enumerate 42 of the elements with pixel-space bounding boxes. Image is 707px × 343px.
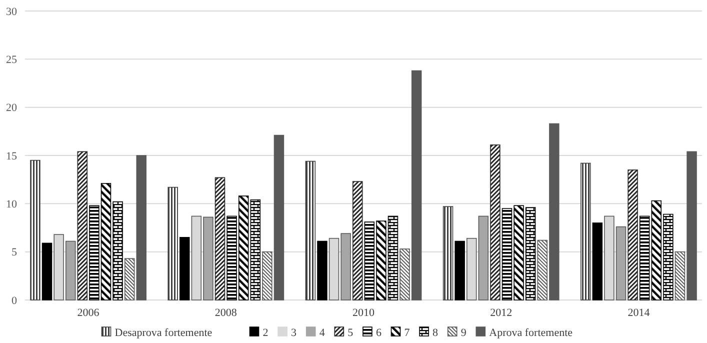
bar — [454, 240, 465, 300]
bar — [639, 216, 650, 300]
bar — [592, 222, 603, 300]
y-tick-label: 20 — [6, 102, 18, 114]
legend-label: 8 — [432, 326, 439, 339]
bar — [168, 186, 178, 300]
x-tick-label: 2012 — [490, 307, 512, 319]
bar — [442, 206, 454, 300]
bar — [352, 181, 363, 300]
bar — [180, 236, 190, 300]
bar — [305, 160, 316, 300]
legend-label: 2 — [262, 326, 268, 339]
bar — [214, 177, 226, 300]
legend-label: 4 — [319, 326, 326, 339]
bar — [77, 151, 88, 300]
legend-label: Aprova fortemente — [489, 326, 573, 339]
bar — [490, 144, 500, 300]
legend-label: 3 — [291, 326, 298, 339]
y-tick-label: 30 — [6, 6, 18, 18]
bar — [478, 216, 489, 300]
legend-label: Desaprova fortemente — [114, 326, 212, 339]
bar — [628, 170, 638, 300]
x-tick-label: 2010 — [352, 307, 375, 319]
bar — [250, 199, 261, 300]
y-tick-label: 25 — [6, 54, 18, 66]
bar — [42, 242, 52, 300]
legend-label: 7 — [404, 326, 410, 339]
y-tick-label: 15 — [6, 150, 18, 162]
y-tick-label: 10 — [6, 198, 18, 211]
bar — [124, 258, 135, 300]
legend-label: 6 — [376, 326, 382, 339]
y-tick-label: 5 — [12, 246, 18, 259]
y-tick-label: 0 — [12, 294, 18, 307]
bar — [317, 240, 328, 300]
bar — [136, 155, 146, 300]
x-tick-label: 2006 — [77, 307, 100, 319]
legend-label: 9 — [460, 326, 467, 339]
legend-label: 5 — [348, 326, 354, 339]
x-tick-label: 2008 — [214, 307, 238, 319]
bar — [580, 162, 591, 300]
bar — [30, 160, 40, 300]
x-tick-label: 2014 — [628, 307, 650, 319]
